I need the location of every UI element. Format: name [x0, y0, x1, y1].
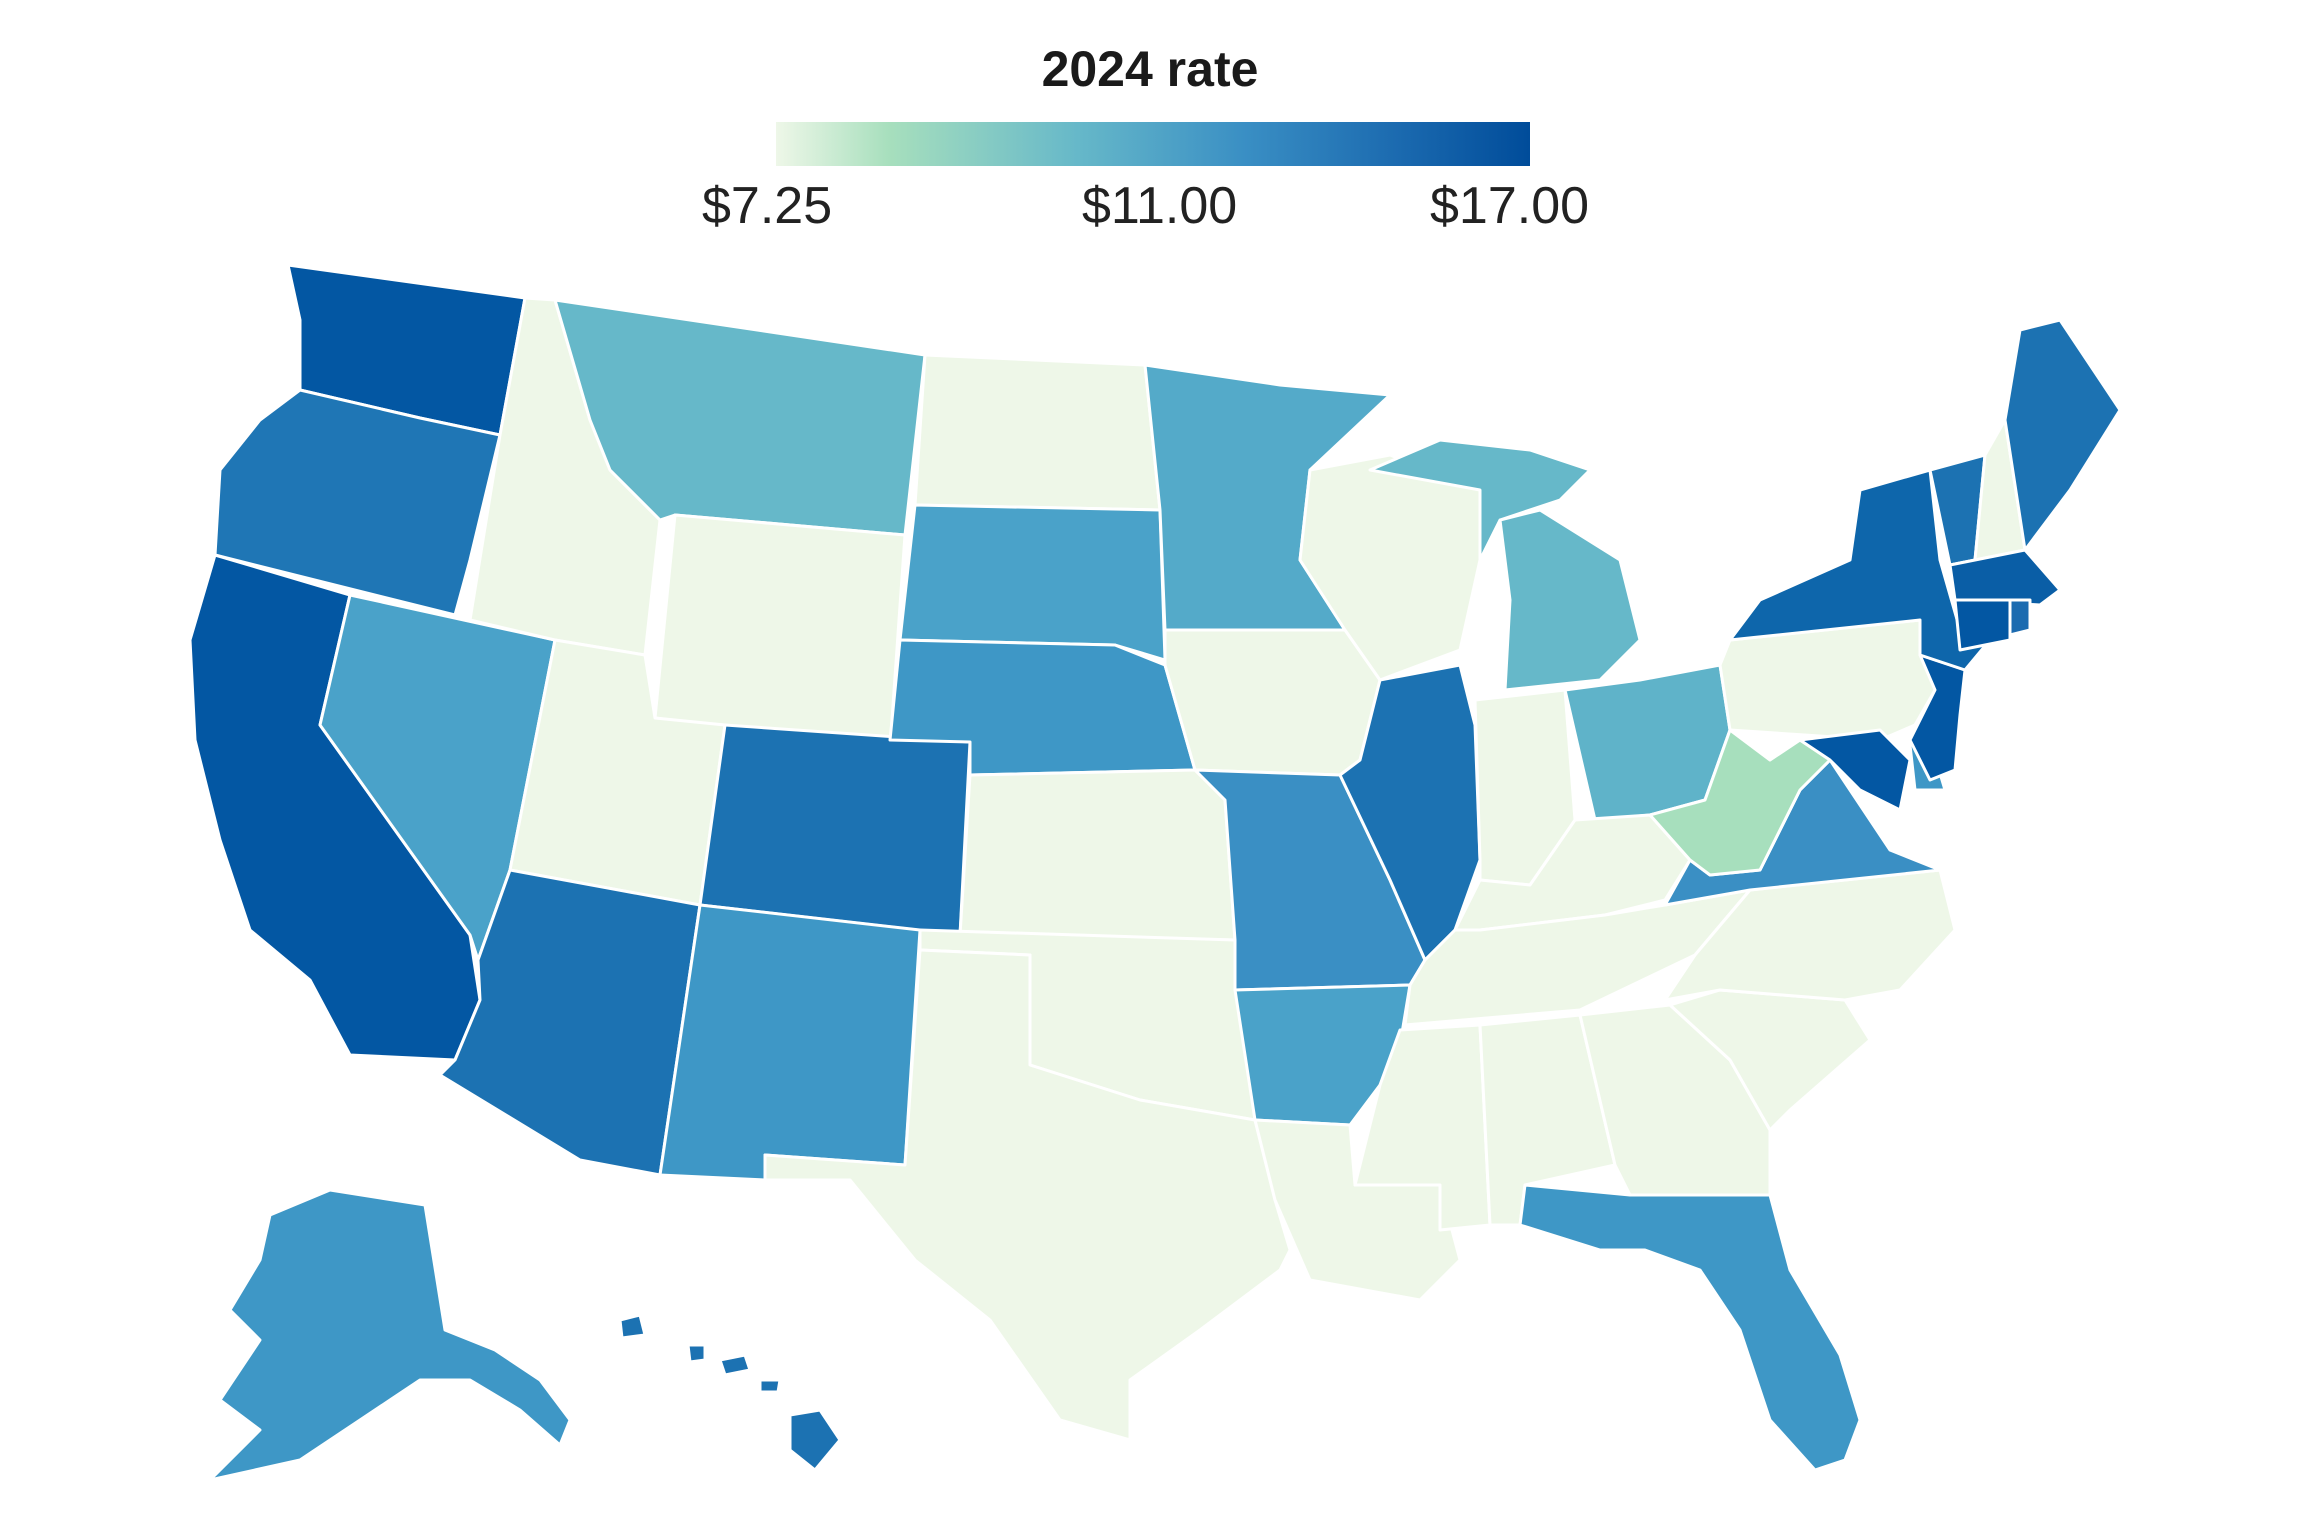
- state-sd[interactable]: [898, 503, 1167, 662]
- state-nm[interactable]: [658, 903, 922, 1182]
- state-nc[interactable]: [1663, 868, 1957, 1002]
- state-nd[interactable]: [913, 353, 1162, 512]
- state-ak[interactable]: [208, 1188, 572, 1482]
- state-or[interactable]: [213, 388, 502, 617]
- state-mi[interactable]: [1368, 438, 1642, 692]
- state-tx[interactable]: [763, 948, 1292, 1442]
- legend-max-label: $17.00: [1430, 177, 1590, 235]
- state-co[interactable]: [698, 723, 972, 937]
- state-me[interactable]: [2003, 318, 2122, 552]
- legend-title: 2024 rate: [1041, 41, 1259, 97]
- state-la[interactable]: [1253, 1118, 1462, 1302]
- state-ct[interactable]: [1953, 598, 2012, 652]
- legend-color-bar: [776, 122, 1530, 166]
- state-nj[interactable]: [1908, 653, 1967, 782]
- state-ny[interactable]: [1728, 468, 1992, 672]
- state-ia[interactable]: [1163, 628, 1382, 777]
- state-md[interactable]: [1798, 728, 1912, 812]
- state-hi[interactable]: [618, 1313, 842, 1472]
- state-ks[interactable]: [958, 768, 1237, 942]
- state-ri[interactable]: [2008, 598, 2032, 637]
- state-ma[interactable]: [1948, 548, 2062, 607]
- legend-min-label: $7.25: [702, 177, 833, 235]
- state-wy[interactable]: [653, 513, 907, 750]
- state-fl[interactable]: [1518, 1183, 1862, 1472]
- legend-mid-label: $11.00: [1082, 177, 1238, 235]
